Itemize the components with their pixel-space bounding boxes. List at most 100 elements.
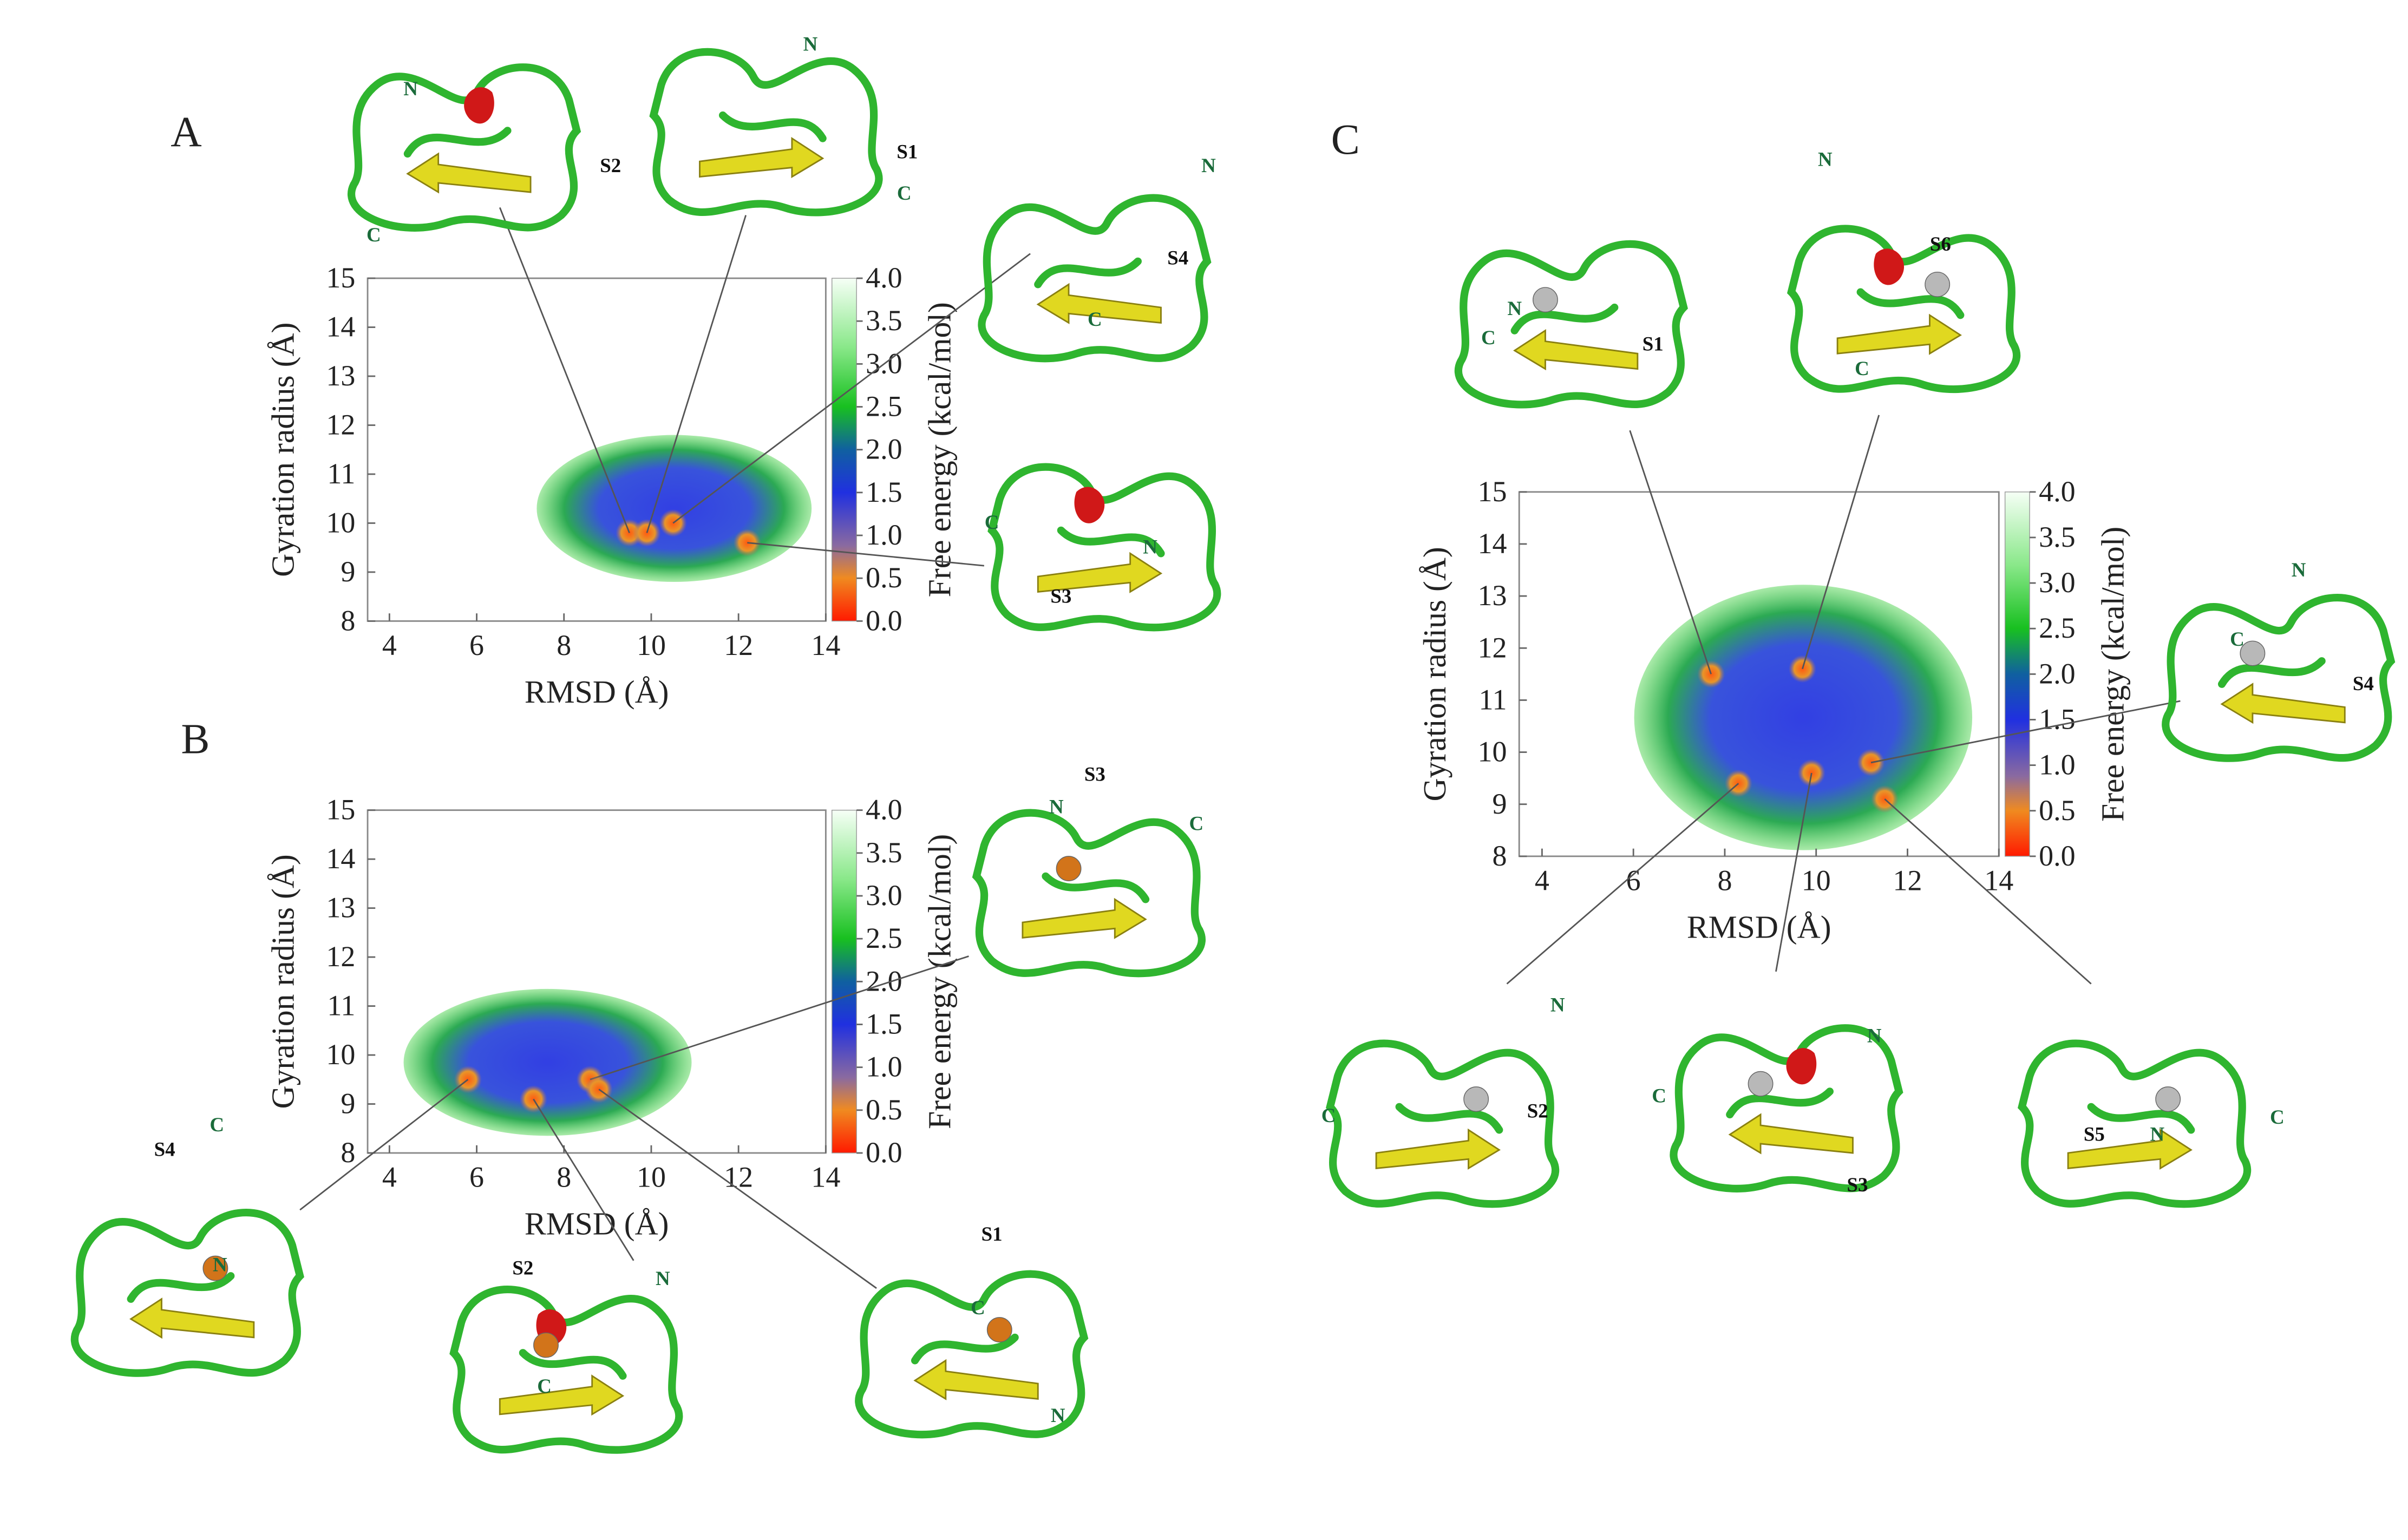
beta-strand [2067, 1128, 2193, 1170]
energy-cloud [1634, 585, 1973, 850]
y-axis-label: Gyration radius (Å) [265, 323, 301, 577]
x-tick-label: 10 [637, 629, 666, 661]
state-label: S1 [897, 141, 918, 163]
state-label: S2 [600, 154, 621, 176]
y-tick-label: 8 [1492, 840, 1507, 872]
minimum-hotspot [1724, 769, 1752, 797]
c-terminus: C [1321, 1104, 1336, 1126]
c-terminus: C [2270, 1106, 2285, 1128]
x-axis-label: RMSD (Å) [525, 674, 669, 710]
y-tick-label: 14 [1478, 527, 1507, 560]
colorbar-label: Free energy (kcal/mol) [921, 302, 957, 597]
beta-strand [1022, 897, 1147, 939]
panel-letter: A [171, 108, 201, 156]
x-tick-label: 12 [724, 629, 753, 661]
n-terminus: N [1550, 994, 1565, 1016]
backbone [2162, 594, 2396, 762]
energy-cloud [403, 988, 692, 1136]
protein-structure [348, 63, 581, 232]
beta-strand [1836, 313, 1962, 355]
ion [1463, 1086, 1489, 1112]
state-label: S2 [1527, 1100, 1548, 1122]
n-terminus: N [1201, 154, 1216, 176]
y-tick-label: 9 [1492, 788, 1507, 820]
connector [1506, 783, 1739, 985]
y-tick-label: 8 [341, 604, 355, 637]
state-label: S1 [1643, 333, 1664, 355]
backbone [1326, 1039, 1560, 1208]
c-terminus: C [537, 1375, 552, 1397]
x-tick-label: 12 [1893, 864, 1922, 896]
beta-strand [699, 136, 825, 179]
colorbar-tick-label: 2.5 [866, 390, 902, 423]
minimum-hotspot [1697, 660, 1725, 688]
minimum-hotspot [633, 519, 661, 547]
protein-structure [1670, 1024, 1903, 1192]
n-terminus: N [656, 1267, 670, 1289]
connector [590, 955, 969, 1080]
backbone [972, 809, 1206, 978]
protein-structure [987, 463, 1221, 632]
n-terminus: N [213, 1254, 227, 1276]
c-terminus: C [367, 224, 381, 246]
n-terminus: N [1867, 1025, 1882, 1047]
y-tick-label: 14 [326, 311, 355, 343]
state-label: S3 [1847, 1174, 1868, 1196]
colorbar-tick-label: 0.0 [2039, 840, 2075, 872]
protein-structure [649, 48, 883, 217]
connector [1884, 798, 2092, 985]
colorbar-tick-label: 0.5 [2039, 794, 2075, 827]
colorbar-tick-label: 1.0 [866, 1051, 902, 1083]
x-tick-label: 4 [382, 629, 397, 661]
y-tick-label: 9 [341, 555, 355, 588]
x-tick-label: 4 [382, 1161, 397, 1193]
colorbar-tick-label: 1.0 [866, 519, 902, 551]
y-axis-label: Gyration radius (Å) [265, 854, 301, 1109]
x-tick-label: 10 [1802, 864, 1831, 896]
protein-structure [1326, 1039, 1560, 1208]
ion [2155, 1086, 2181, 1112]
colorbar [2004, 492, 2030, 857]
beta-strand [499, 1374, 625, 1416]
protein-structure [449, 1286, 683, 1454]
colorbar-tick-label: 3.0 [866, 879, 902, 912]
x-tick-label: 8 [557, 629, 571, 661]
ion [986, 1317, 1012, 1343]
x-tick-label: 8 [1717, 864, 1732, 896]
n-terminus: N [803, 33, 818, 55]
colorbar-tick-label: 4.0 [866, 261, 902, 294]
connector [1802, 415, 1880, 670]
plot-frame [367, 277, 827, 622]
state-label: S4 [2353, 672, 2374, 694]
colorbar-tick-label: 2.0 [2039, 657, 2075, 690]
connector [1629, 430, 1712, 674]
y-tick-label: 12 [1478, 631, 1507, 664]
colorbar-tick-label: 1.5 [2039, 703, 2075, 736]
protein-structure [972, 809, 1206, 978]
y-axis-label: Gyration radius (Å) [1417, 547, 1452, 801]
connector [598, 1089, 877, 1289]
beta-strand [1037, 552, 1163, 593]
c-terminus: C [1652, 1084, 1666, 1106]
colorbar-tick-label: 3.5 [2039, 521, 2075, 553]
colorbar [832, 278, 857, 622]
state-label: S3 [1050, 585, 1071, 607]
backbone [449, 1286, 683, 1454]
protein-structure [855, 1270, 1089, 1439]
y-tick-label: 15 [326, 794, 355, 826]
state-label: S6 [1930, 233, 1951, 255]
connector [1775, 772, 1812, 972]
y-tick-label: 15 [1478, 475, 1507, 508]
ion [202, 1255, 228, 1281]
n-terminus: N [2150, 1123, 2164, 1145]
backbone [1787, 225, 2021, 394]
backbone [2018, 1039, 2252, 1208]
colorbar-label: Free energy (kcal/mol) [2095, 527, 2130, 822]
x-tick-label: 4 [1535, 864, 1549, 896]
y-tick-label: 11 [1479, 683, 1507, 716]
n-terminus: N [2292, 559, 2306, 581]
colorbar-tick-label: 1.5 [866, 476, 902, 508]
n-terminus: N [1049, 795, 1064, 817]
connector [646, 215, 747, 533]
protein-structure [978, 194, 1212, 363]
